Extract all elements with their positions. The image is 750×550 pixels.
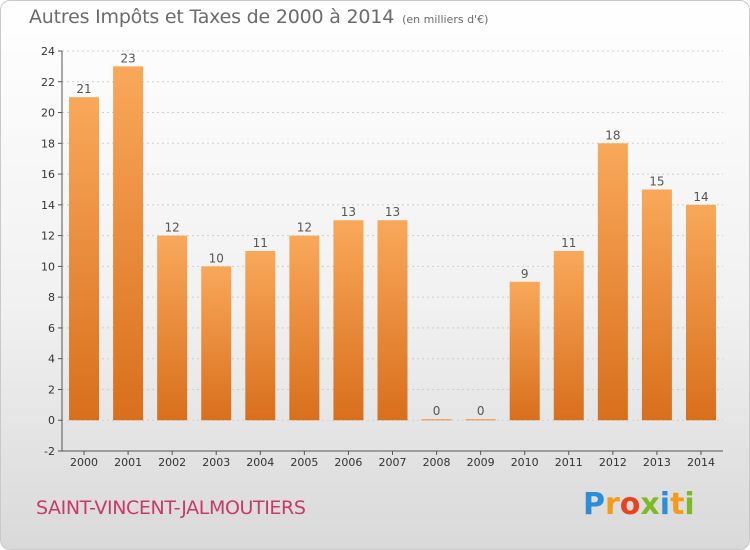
bar-2000 [69,97,100,421]
logo-letter: o [619,487,641,522]
logo-letter: x [640,487,660,522]
bar-2011 [553,251,584,421]
data-label: 11 [253,236,268,250]
bar-2008 [421,419,452,421]
y-tick-label: 14 [41,199,55,212]
x-tick-label: 2007 [379,456,407,469]
title-main: Autres Impôts et Taxes de 2000 à 2014 [29,6,395,28]
x-tick-label: 2009 [467,456,495,469]
chart-title: Autres Impôts et Taxes de 2000 à 2014 (en… [29,6,488,28]
y-tick-label: 20 [41,107,55,120]
y-tick-label: 8 [48,291,55,304]
y-tick-label: 22 [41,76,55,89]
x-tick-label: 2000 [70,456,98,469]
x-tick-label: 2014 [687,456,715,469]
bar-2013 [641,189,672,421]
data-label: 9 [521,267,529,281]
y-tick-label: 16 [41,168,55,181]
bar-2014 [685,204,716,421]
y-tick-label: 12 [41,230,55,243]
proxiti-logo: Proxiti [583,487,695,522]
x-tick-label: 2008 [423,456,451,469]
bar-2006 [333,220,364,421]
y-tick-label: 18 [41,137,55,150]
logo-letter: i [659,487,671,522]
bar-2010 [509,281,540,421]
data-label: 0 [477,404,485,418]
commune-name: SAINT-VINCENT-JALMOUTIERS [36,497,306,519]
logo-letter: i [684,487,695,522]
data-label: 11 [561,236,576,250]
data-label: 10 [209,251,224,265]
bar-2002 [157,235,188,421]
x-tick-label: 2004 [246,456,274,469]
x-tick-label: 2013 [643,456,671,469]
x-tick-label: 2012 [599,456,627,469]
y-tick-label: 24 [41,45,55,58]
y-tick-label: 0 [48,414,55,427]
logo-letter: P [583,487,605,522]
x-tick-label: 2011 [555,456,583,469]
data-label: 13 [341,205,356,219]
title-unit: (en milliers d'€) [402,13,489,26]
y-tick-label: 6 [48,322,55,335]
x-tick-label: 2003 [202,456,230,469]
bar-2007 [377,220,408,421]
data-label: 23 [120,51,135,65]
data-label: 12 [165,221,180,235]
data-label: 0 [433,404,441,418]
bar-2009 [465,419,496,421]
x-tick-label: 2005 [290,456,318,469]
data-label: 13 [385,205,400,219]
logo-letter: t [670,487,685,522]
data-label: 15 [649,174,664,188]
bar-2004 [245,251,276,421]
x-tick-label: 2010 [511,456,539,469]
x-tick-label: 2002 [158,456,186,469]
data-label: 12 [297,221,312,235]
logo-letter: r [605,487,620,522]
bar-2001 [113,66,144,421]
y-tick-label: 4 [48,353,55,366]
data-label: 21 [76,82,91,96]
data-label: 14 [693,190,708,204]
y-tick-label: 2 [48,383,55,396]
y-tick-label: -2 [44,445,55,458]
x-tick-label: 2001 [114,456,142,469]
data-label: 18 [605,128,620,142]
bar-2012 [597,143,628,421]
bar-2005 [289,235,320,421]
bar-2003 [201,266,232,421]
y-tick-label: 10 [41,260,55,273]
x-tick-label: 2006 [334,456,362,469]
